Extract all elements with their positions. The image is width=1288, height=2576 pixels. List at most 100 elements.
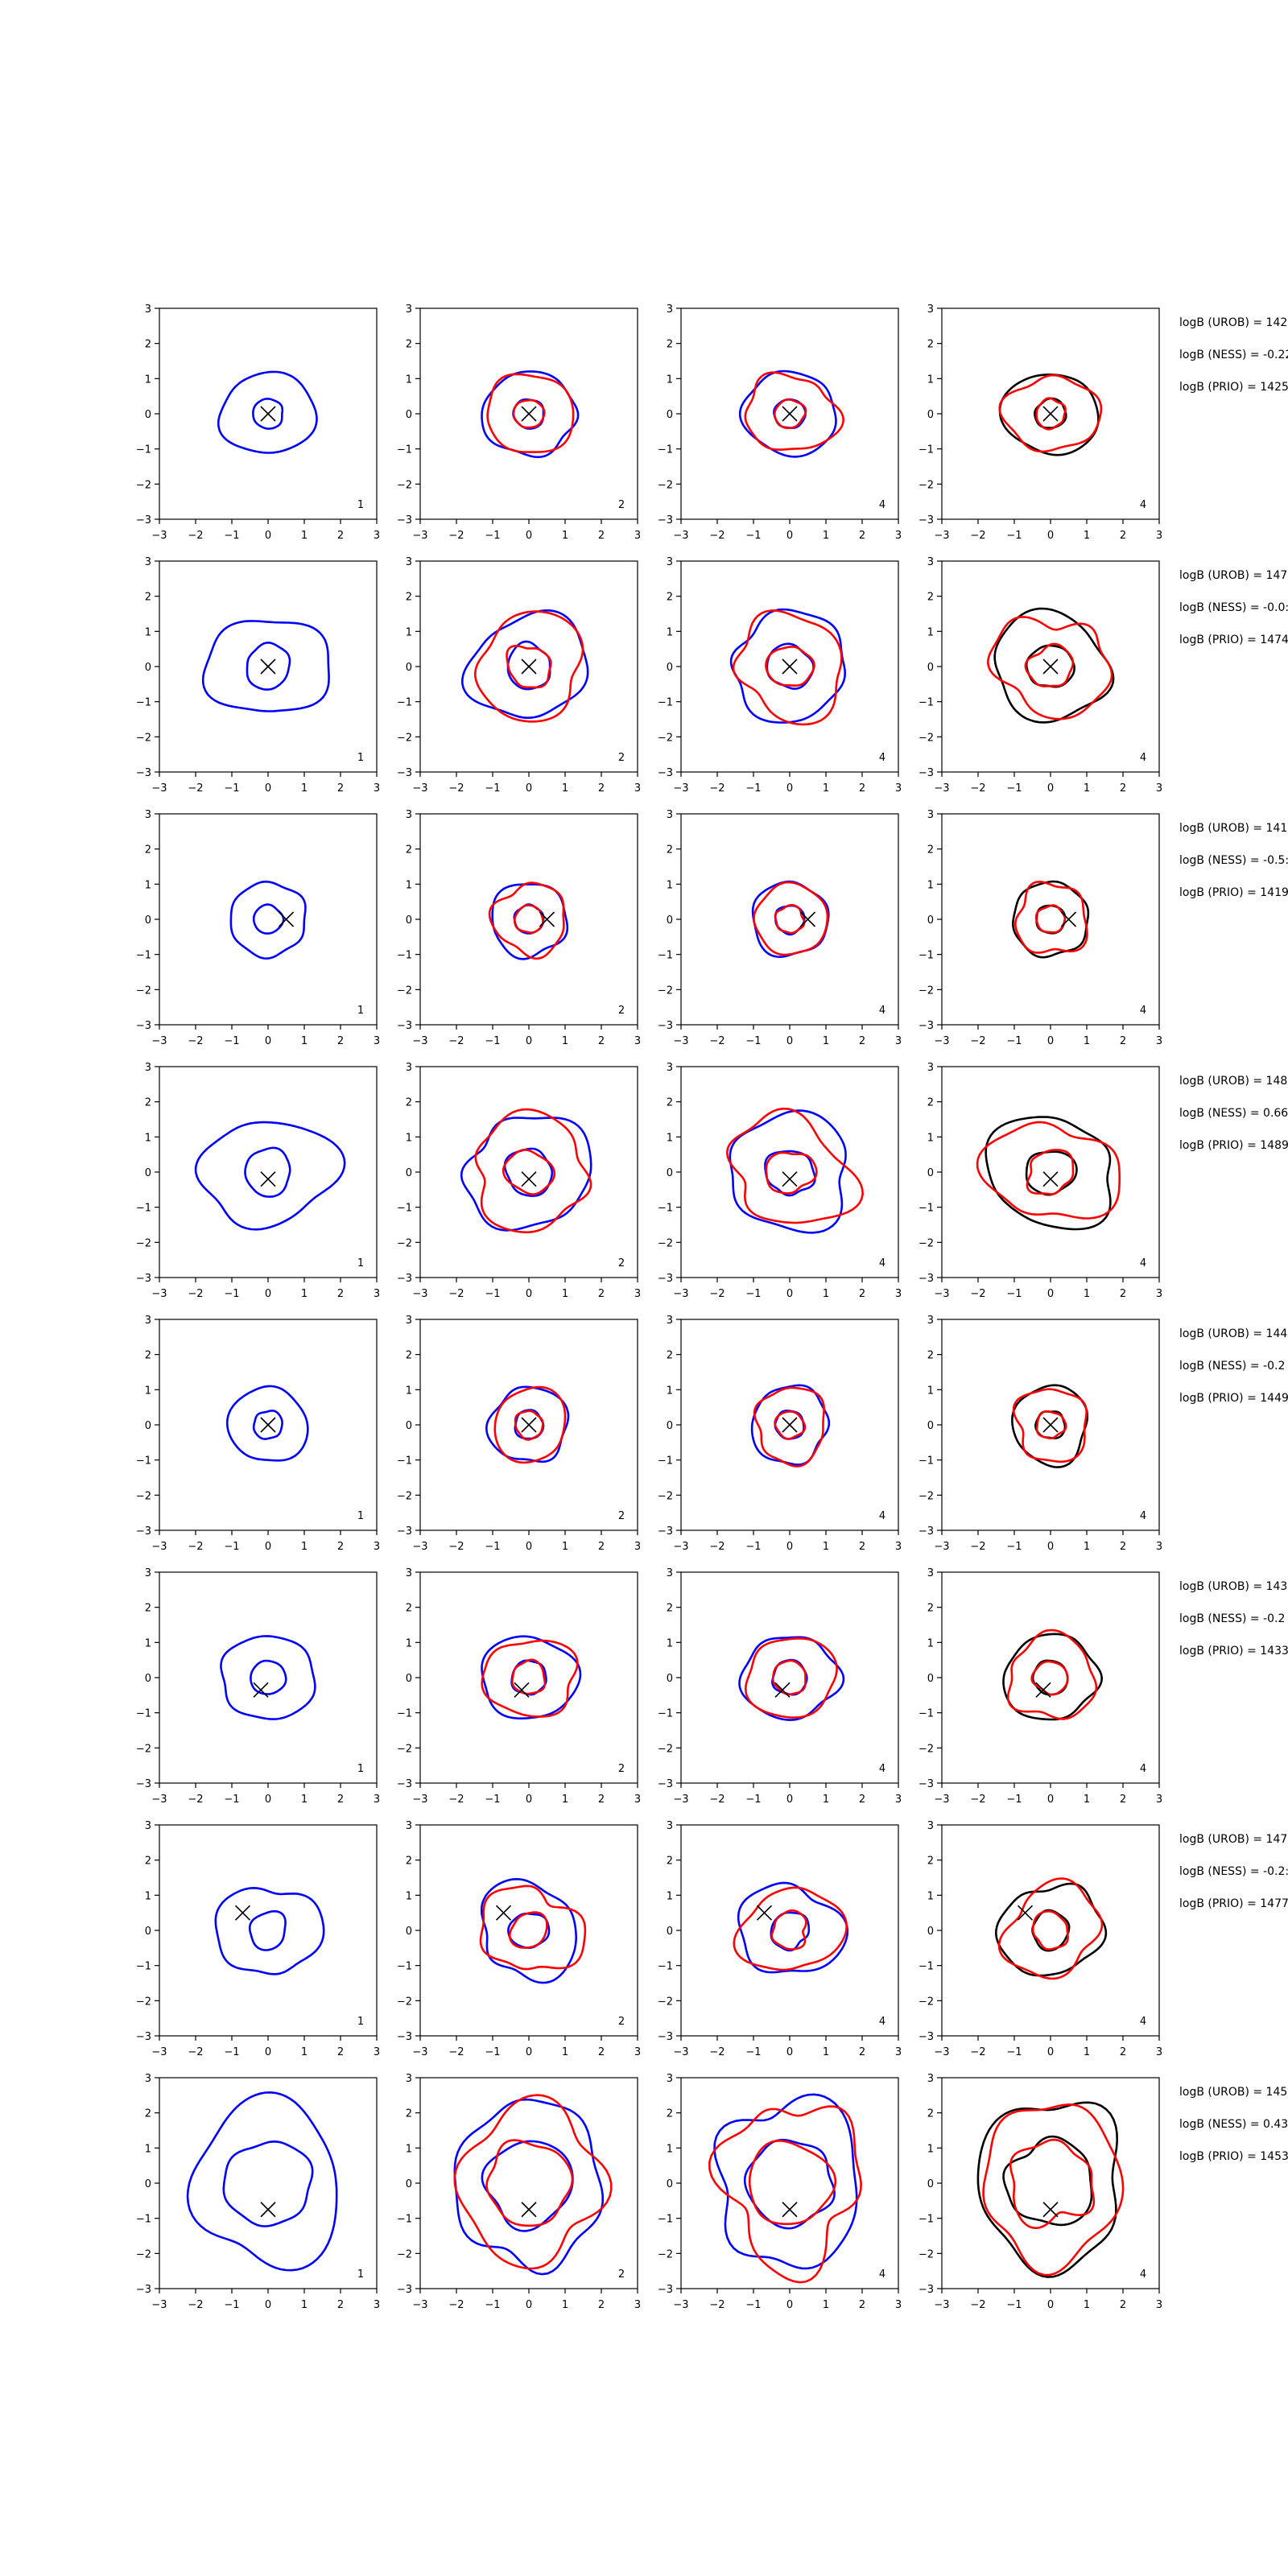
y-tick-label: 2	[406, 339, 412, 351]
x-tick-label: 3	[1156, 1794, 1162, 1806]
x-tick-label: −3	[673, 2299, 688, 2311]
y-tick-label: 3	[927, 1820, 934, 1832]
contour-red-outer	[493, 1385, 567, 1464]
y-tick-label: −3	[658, 767, 673, 779]
axes-frame	[419, 813, 638, 1026]
x-tick-label: −1	[485, 1541, 500, 1553]
panel-count-label: 1	[357, 752, 364, 764]
panel-count-label: 2	[618, 1005, 625, 1017]
y-tick-label: −1	[919, 1961, 934, 1973]
x-tick-label: −2	[970, 1035, 985, 1047]
x-tick-label: −2	[448, 1541, 464, 1553]
logb-annotation: logB (UROB) = 148	[1179, 1075, 1287, 1088]
y-tick-label: 1	[406, 626, 412, 638]
x-tick-label: −2	[448, 530, 464, 542]
contour-red-outer	[753, 1386, 825, 1468]
contours	[738, 369, 845, 458]
panel-r7-c1: −3−3 −2 −2 −1 −1 0 0 1 1 2 2 3 3 1	[136, 1820, 380, 2058]
axes-frame	[680, 1824, 899, 2037]
x-tick-label: 1	[301, 530, 308, 542]
x-tick-label: 0	[1047, 530, 1054, 542]
x-tick-label: 3	[895, 2299, 902, 2311]
y-tick-label: 3	[667, 2073, 673, 2085]
y-tick-label: 0	[406, 1167, 412, 1179]
panel-r5-c3: −3−3 −2 −2 −1 −1 0 0 1 1 2 2 3 3 4	[658, 1315, 902, 1553]
x-tick-label: −2	[448, 2046, 464, 2058]
true-value-marker	[234, 1905, 251, 1921]
y-tick-label: −1	[658, 1961, 673, 1973]
logb-annotation: logB (UROB) = 143	[1179, 1580, 1287, 1593]
y-tick-label: 3	[927, 809, 934, 821]
x-tick-label: −1	[745, 782, 761, 795]
contour-red-inner	[774, 904, 806, 935]
y-tick-label: 3	[667, 556, 673, 568]
y-tick-label: 3	[927, 1062, 934, 1074]
x-tick-label: 3	[374, 1035, 380, 1047]
y-tick-label: −2	[136, 1490, 151, 1502]
x-tick-label: −2	[970, 2299, 985, 2311]
true-value-marker	[782, 658, 798, 675]
x-tick-label: 1	[562, 530, 568, 542]
panel-r6-c1: −3−3 −2 −2 −1 −1 0 0 1 1 2 2 3 3 1	[136, 1567, 380, 1806]
contour-red-inner	[1035, 397, 1067, 431]
x-tick-label: 3	[634, 1794, 641, 1806]
x-tick-label: −1	[224, 2046, 239, 2058]
x-tick-label: 0	[265, 1541, 271, 1553]
panel-r2-c3: −3−3 −2 −2 −1 −1 0 0 1 1 2 2 3 3 4	[658, 556, 902, 795]
x-tick-label: −1	[485, 1794, 500, 1806]
y-tick-label: −2	[919, 985, 934, 997]
x-tick-label: 1	[562, 1035, 568, 1047]
y-tick-label: 3	[145, 303, 151, 316]
x-tick-label: 0	[265, 1035, 271, 1047]
axes-frame	[941, 813, 1160, 1026]
x-tick-label: −2	[188, 782, 203, 795]
contour-blue-outer	[225, 1385, 309, 1462]
contour-blue-outer	[729, 1109, 847, 1234]
y-tick-label: −3	[136, 514, 151, 526]
contour-red-outer	[1012, 1388, 1088, 1463]
y-tick-label: −2	[136, 1237, 151, 1249]
x-tick-label: −1	[745, 1288, 761, 1300]
x-tick-label: 1	[301, 1288, 308, 1300]
y-tick-label: −1	[919, 1708, 934, 1720]
x-tick-label: 0	[1047, 2046, 1054, 2058]
logb-annotation: logB (UROB) = 142	[1179, 316, 1287, 329]
contours	[1002, 1629, 1104, 1721]
axes-frame	[941, 1824, 1160, 2037]
x-tick-label: −3	[151, 1288, 167, 1300]
axes-frame	[680, 2077, 899, 2289]
contour-red-outer	[1013, 880, 1088, 954]
contour-blue-inner	[250, 1659, 287, 1695]
x-tick-label: 1	[823, 2299, 829, 2311]
y-tick-label: −2	[397, 1490, 412, 1502]
x-tick-label: 3	[895, 1794, 902, 1806]
contour-red-outer	[732, 609, 843, 726]
x-tick-label: 1	[562, 2046, 568, 2058]
x-tick-label: −2	[188, 2299, 203, 2311]
x-tick-label: 2	[859, 1794, 865, 1806]
y-tick-label: 1	[667, 1637, 673, 1649]
x-tick-label: −3	[673, 1035, 688, 1047]
x-tick-label: 0	[265, 782, 271, 795]
contour-black-outer	[976, 2101, 1119, 2278]
x-tick-label: 0	[786, 2299, 793, 2311]
true-value-marker	[260, 658, 276, 675]
x-tick-label: 0	[526, 1541, 532, 1553]
x-tick-label: 1	[1084, 2046, 1090, 2058]
panel-count-label: 1	[357, 2268, 364, 2281]
y-tick-label: −1	[919, 444, 934, 456]
contours	[194, 1121, 346, 1231]
panel-count-label: 2	[618, 1257, 625, 1269]
panel-count-label: 4	[1140, 752, 1146, 764]
contour-red-inner	[514, 904, 544, 934]
y-tick-label: 3	[667, 1567, 673, 1579]
x-tick-label: 3	[634, 1288, 641, 1300]
y-tick-label: 1	[145, 2143, 151, 2155]
contour-blue-outer	[217, 370, 318, 454]
contour-red-inner	[748, 2139, 837, 2225]
y-tick-label: −3	[397, 1020, 412, 1032]
x-tick-label: 0	[265, 1288, 271, 1300]
y-tick-label: −2	[397, 2248, 412, 2260]
y-tick-label: 2	[145, 2108, 151, 2120]
y-tick-label: −3	[658, 1020, 673, 1032]
